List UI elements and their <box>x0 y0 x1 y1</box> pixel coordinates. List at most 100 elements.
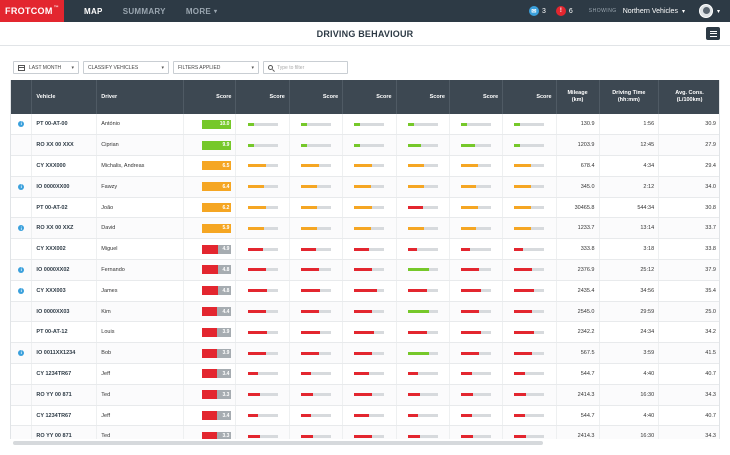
table-row[interactable]: PT 00-AT-02 João 6.2 30465.8 544:34 30.8 <box>11 197 719 219</box>
table-row[interactable]: i PT 00-AT-00 António 10.0 130.9 1:56 30.9 <box>11 114 719 136</box>
period-dropdown[interactable]: LAST MONTH ▾ <box>13 61 79 74</box>
vehicle-cell[interactable]: RO YY 00 871 <box>31 425 98 439</box>
table-row[interactable]: CY 1234TR67 Jeff 3.4 544.7 4:40 40.7 <box>11 405 719 427</box>
sub-score-bar <box>300 289 331 293</box>
vehicle-cell[interactable]: IO 0000XX02 <box>31 259 98 281</box>
info-cell <box>11 197 33 219</box>
vehicle-cell[interactable]: IO 0000XX03 <box>31 301 98 323</box>
filters-applied-dropdown[interactable]: FILTERS APPLIED ▾ <box>173 61 259 74</box>
sub-score-bar <box>407 393 438 397</box>
info-icon[interactable]: i <box>18 266 25 273</box>
mileage-cell: 333.8 <box>556 238 600 261</box>
sub-score-cell <box>396 342 450 365</box>
info-cell <box>11 363 33 385</box>
driving-time-cell: 16:30 <box>599 384 660 406</box>
table-row[interactable]: i IO 0000XX02 Fernando 4.8 2376.9 25:12 37.9 <box>11 259 719 281</box>
sub-score-bar <box>247 226 278 230</box>
table-row[interactable]: i CY XXX003 James 4.8 2435.4 34:56 35.4 <box>11 280 719 302</box>
chevron-down-icon[interactable]: ▾ <box>716 8 720 15</box>
header-driver[interactable]: Driver <box>96 80 185 114</box>
info-icon[interactable]: i <box>18 225 25 232</box>
sub-score-cell <box>396 197 450 219</box>
header-score-1[interactable]: Score <box>235 80 290 114</box>
score-fill <box>202 265 219 275</box>
sub-score-cell <box>502 155 557 177</box>
sub-score-bar <box>461 434 492 438</box>
vehicle-cell[interactable]: IO 0011XX1234 <box>31 342 98 365</box>
nav-summary[interactable]: SUMMARY <box>123 7 166 16</box>
table-row[interactable]: i IO 0011XX1234 Bob 3.9 567.5 3:59 41.5 <box>11 342 719 365</box>
menu-button[interactable] <box>706 27 720 40</box>
info-cell: i <box>11 280 33 302</box>
sub-score-bar-fill <box>407 122 414 126</box>
table-row[interactable]: PT 00-AT-12 Louis 3.9 2342.2 24:34 34.2 <box>11 321 719 344</box>
header-score-5[interactable]: Score <box>449 80 504 114</box>
sub-score-bar <box>247 268 278 272</box>
horizontal-scrollbar[interactable] <box>13 441 543 445</box>
info-icon[interactable]: i <box>18 183 25 190</box>
frotcom-logo[interactable]: FROTCOM ™ <box>0 0 64 22</box>
top-navigation-bar: FROTCOM ™ MAP SUMMARY MORE ▾ ✉ 3 ! 6 SHOWI… <box>0 0 730 22</box>
sub-score-bar <box>300 185 331 189</box>
sub-score-bar-fill <box>514 434 527 438</box>
sub-score-bar-fill <box>514 372 525 376</box>
fleet-selector[interactable]: Northern Vehicles ▾ <box>623 8 685 15</box>
vehicle-cell[interactable]: CY 1234TR67 <box>31 405 98 427</box>
vehicle-cell[interactable]: IO 0000XX00 <box>31 176 98 198</box>
sub-score-cell <box>289 425 344 439</box>
info-icon[interactable]: i <box>18 349 25 356</box>
message-icon: ✉ <box>528 6 539 16</box>
table-row[interactable]: IO 0000XX03 Kim 4.4 2545.0 29:59 25.0 <box>11 301 719 323</box>
table-row[interactable]: i RO XX 00 XXZ David 5.9 1233.7 13:14 33.7 <box>11 217 719 240</box>
classify-vehicles-dropdown[interactable]: CLASSIFY VEHICLES ▾ <box>83 61 169 74</box>
sub-score-bar <box>300 372 331 376</box>
table-row[interactable]: RO XX 00 XXX Ciprian 9.9 1203.9 12:45 27.9 <box>11 134 719 157</box>
vehicle-cell[interactable]: RO XX 00 XXX <box>31 134 98 157</box>
vehicle-cell[interactable]: CY XXX000 <box>31 155 98 177</box>
sub-score-cell <box>342 259 397 281</box>
score-value: 3.9 <box>216 348 232 358</box>
info-icon[interactable]: i <box>18 287 25 294</box>
header-avg-cons[interactable]: Avg. Cons. (L/100km) <box>658 80 719 114</box>
alerts-button[interactable]: ! 6 <box>555 6 573 16</box>
table-row[interactable]: CY 1234TR67 Jeff 3.4 544.7 4:40 40.7 <box>11 363 719 385</box>
sub-score-bar-fill <box>407 143 422 147</box>
search-input[interactable]: Type to filter <box>263 61 348 74</box>
header-score[interactable]: Score <box>183 80 237 114</box>
vehicle-cell[interactable]: CY XXX002 <box>31 238 98 261</box>
driving-time-cell: 1:56 <box>599 114 660 136</box>
sub-score-cell <box>396 384 450 406</box>
vehicle-cell[interactable]: CY 1234TR67 <box>31 363 98 385</box>
vehicle-cell[interactable]: PT 00-AT-00 <box>31 114 98 136</box>
header-driving-time[interactable]: Driving Time (hh:mm) <box>599 80 660 114</box>
table-row[interactable]: RO YY 00 871 Ted 3.3 2414.3 16:30 34.3 <box>11 425 719 439</box>
table-row[interactable]: CY XXX002 Miguel 4.9 333.8 3:18 33.8 <box>11 238 719 261</box>
header-vehicle[interactable]: Vehicle <box>31 80 98 114</box>
header-score-3[interactable]: Score <box>342 80 397 114</box>
score-value: 4.8 <box>218 286 232 296</box>
vehicle-cell[interactable]: RO XX 00 XXZ <box>31 217 98 240</box>
nav-more[interactable]: MORE ▾ <box>186 7 218 16</box>
table-row[interactable]: RO YY 00 871 Ted 3.3 2414.3 16:30 34.3 <box>11 384 719 406</box>
table-row[interactable]: i IO 0000XX00 Fawzy 6.4 345.0 2:12 34.0 <box>11 176 719 198</box>
sub-score-bar <box>514 143 545 147</box>
header-mileage[interactable]: Mileage (km) <box>556 80 600 114</box>
header-avg-cons-unit: (L/100km) <box>676 97 703 103</box>
vehicle-cell[interactable]: RO YY 00 871 <box>31 384 98 406</box>
sub-score-bar <box>247 330 278 334</box>
avg-cons-cell: 25.0 <box>658 301 719 323</box>
header-score-6[interactable]: Score <box>502 80 557 114</box>
nav-map[interactable]: MAP <box>84 7 103 16</box>
vehicle-cell[interactable]: PT 00-AT-12 <box>31 321 98 344</box>
fleet-name: Northern Vehicles <box>622 7 678 15</box>
sub-score-bar <box>354 434 385 438</box>
info-icon[interactable]: i <box>18 120 25 127</box>
messages-button[interactable]: ✉ 3 <box>528 6 546 16</box>
vehicle-cell[interactable]: PT 00-AT-02 <box>31 197 98 219</box>
avatar[interactable] <box>698 4 713 18</box>
header-score-4[interactable]: Score <box>396 80 450 114</box>
header-score-2[interactable]: Score <box>289 80 344 114</box>
vehicle-cell[interactable]: CY XXX003 <box>31 280 98 302</box>
sub-score-cell <box>396 259 450 281</box>
table-row[interactable]: CY XXX000 Michalis, Andreas 6.5 678.4 4:34 29… <box>11 155 719 177</box>
